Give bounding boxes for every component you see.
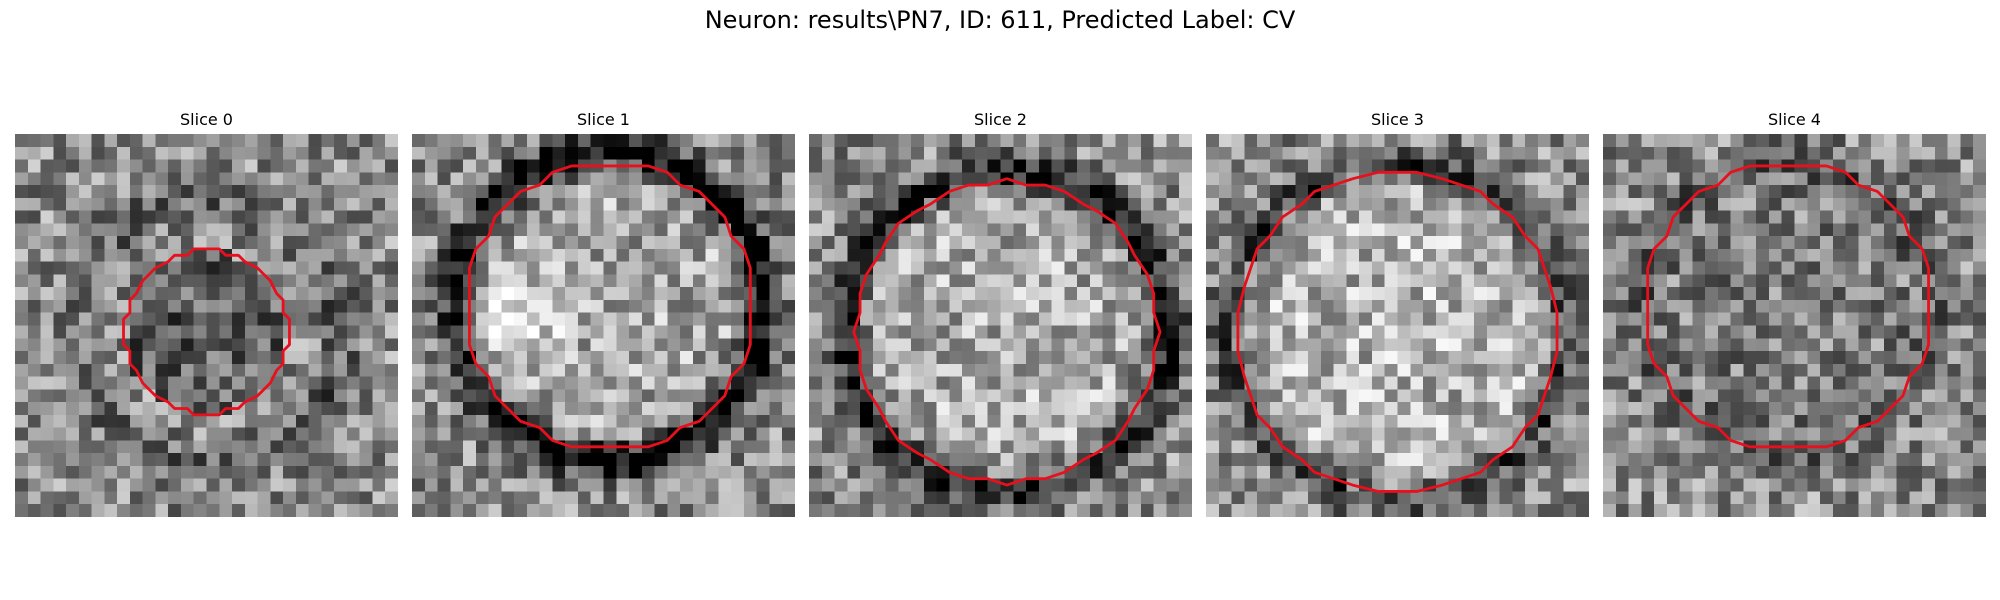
slice-panel-1: Slice 1 <box>412 110 795 520</box>
slice-panel-3: Slice 3 <box>1206 110 1589 520</box>
contour-overlay <box>1236 170 1559 493</box>
contour-line <box>1646 164 1930 449</box>
slice-image <box>1603 134 1986 517</box>
slice-image <box>809 134 1192 517</box>
contour-overlay <box>122 247 291 417</box>
figure-title: Neuron: results\PN7, ID: 611, Predicted … <box>704 6 1296 34</box>
slice-panel-0: Slice 0 <box>15 110 398 520</box>
slice-title: Slice 3 <box>1371 110 1424 129</box>
slice-image <box>412 134 795 517</box>
slice-title: Slice 1 <box>577 110 630 129</box>
slice-panel-2: Slice 2 <box>809 110 1192 520</box>
contour-line <box>468 164 752 449</box>
contour-line <box>122 247 291 417</box>
slice-panel-4: Slice 4 <box>1603 110 1986 520</box>
contour-overlay <box>852 177 1162 487</box>
slice-image <box>15 134 398 517</box>
contour-overlay <box>1646 164 1930 449</box>
contour-line <box>852 177 1162 487</box>
slice-title: Slice 4 <box>1768 110 1821 129</box>
slice-title: Slice 0 <box>180 110 233 129</box>
contour-overlay <box>468 164 752 449</box>
slice-title: Slice 2 <box>974 110 1027 129</box>
slice-image <box>1206 134 1589 517</box>
contour-line <box>1236 170 1559 493</box>
